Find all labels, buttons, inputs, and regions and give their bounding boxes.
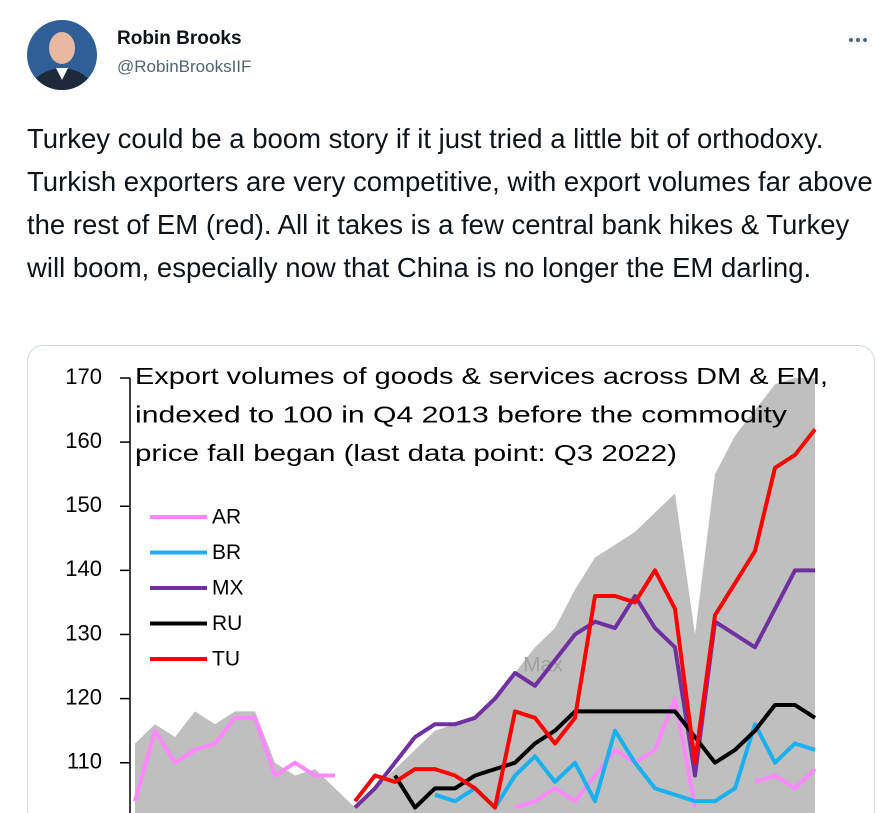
legend-label: BR	[212, 541, 241, 564]
more-menu[interactable]	[849, 38, 867, 42]
chart-title: price fall began (last data point: Q3 20…	[135, 440, 677, 466]
y-tick-label: 150	[65, 492, 102, 517]
area	[135, 378, 815, 813]
author-handle[interactable]: @RobinBrooksIIF	[117, 57, 252, 76]
y-tick-label: 170	[65, 364, 102, 389]
chart-title: indexed to 100 in Q4 2013 before the com…	[135, 402, 788, 428]
y-tick-label: 140	[65, 556, 102, 581]
legend-label: AR	[212, 506, 241, 529]
legend-label: TU	[212, 648, 240, 671]
avatar[interactable]	[27, 20, 97, 92]
header-icons	[27, 20, 867, 92]
chart-title: Export volumes of goods & services acros…	[135, 363, 828, 389]
legend-label: MX	[212, 577, 244, 600]
line	[353, 428, 817, 810]
y-tick-label: 130	[65, 620, 102, 645]
line	[353, 568, 815, 810]
author-name[interactable]: Robin Brooks	[117, 28, 242, 49]
legend-label: RU	[212, 612, 242, 635]
y-tick-label: 110	[67, 749, 102, 774]
y-tick-label: 120	[65, 684, 102, 709]
y-tick-label: 160	[65, 428, 102, 453]
tweet-text: Turkey could be a boom story if it just …	[27, 123, 873, 283]
